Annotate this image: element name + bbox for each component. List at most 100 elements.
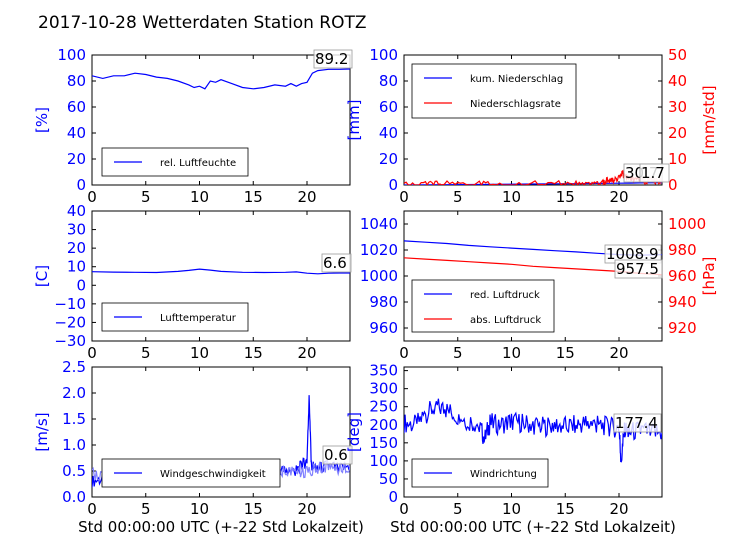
y-tick-label: 0 <box>76 176 86 194</box>
y-tick-label: 0 <box>388 488 398 506</box>
value-annotation-box <box>321 253 352 273</box>
y-tick-label: 1020 <box>360 241 398 259</box>
y-tick-label: 2.0 <box>62 384 86 402</box>
legend-label: Niederschlagsrate <box>470 99 561 110</box>
y2-tick-label: 920 <box>668 319 697 337</box>
x-tick-label: 5 <box>141 500 151 518</box>
x-tick-label: 20 <box>297 188 316 206</box>
y2-tick-label: 20 <box>668 124 687 142</box>
y2-axis-label: [mm/std] <box>700 85 718 154</box>
value-annotation: 1.7 <box>641 164 665 182</box>
legend-box <box>411 63 577 119</box>
y2-tick-label: 10 <box>668 150 687 168</box>
x-tick-label: 15 <box>244 500 263 518</box>
y-tick-label: 1.0 <box>62 436 86 454</box>
y-tick-label: −30 <box>54 332 86 350</box>
value-annotation: 177.4 <box>615 414 658 432</box>
chart-temperature: 0 5 10 15 20−30−20−10010203040[C]Lufttempera… <box>33 202 352 362</box>
value-annotation-box <box>639 163 670 183</box>
x-tick-label: 10 <box>502 500 521 518</box>
y-tick-label: 350 <box>369 362 398 380</box>
x-tick-label: 10 <box>190 188 209 206</box>
x-tick-label: 10 <box>190 344 209 362</box>
x-tick-label: 0 <box>87 188 97 206</box>
x-tick-label: 5 <box>453 188 463 206</box>
y-tick-label: 30 <box>67 221 86 239</box>
x-tick-label: 15 <box>556 188 575 206</box>
legend-label: kum. Niederschlag <box>470 74 563 85</box>
legend-label: Windgeschwindigkeit <box>160 469 266 480</box>
x-tick-label: 0 <box>87 344 97 362</box>
legend: kum. Niederschlag Niederschlagsrate <box>411 63 577 119</box>
legend: Windrichtung <box>411 458 549 488</box>
x-tick-label: 10 <box>502 344 521 362</box>
y2-tick-label: 940 <box>668 293 697 311</box>
y-tick-label: 150 <box>369 434 398 452</box>
legend-label: abs. Luftdruck <box>470 315 541 326</box>
legend: rel. Luftfeuchte <box>101 147 249 177</box>
y-axis-label: [%] <box>33 107 51 133</box>
y-tick-label: 60 <box>379 98 398 116</box>
y-tick-label: 80 <box>379 72 398 90</box>
x-tick-label: 0 <box>399 344 409 362</box>
legend-box <box>411 279 555 333</box>
y-tick-label: 300 <box>369 380 398 398</box>
y-tick-label: 0.0 <box>62 488 86 506</box>
y-tick-label: 0 <box>76 276 86 294</box>
x-axis-label: Std 00:00:00 UTC (+-22 Std Lokalzeit) <box>390 518 676 536</box>
y-tick-label: 100 <box>57 46 86 64</box>
legend: Lufttemperatur <box>101 302 249 332</box>
y2-tick-label: 980 <box>668 241 697 259</box>
value-annotation: 957.5 <box>616 260 659 278</box>
value-annotation: 0.6 <box>324 446 348 464</box>
y-tick-label: 0.5 <box>62 462 86 480</box>
value-annotation-box <box>613 413 662 433</box>
y2-axis-label: [hPa] <box>700 257 718 296</box>
x-tick-label: 10 <box>190 500 209 518</box>
value-annotation-box <box>313 49 353 69</box>
y-tick-label: 1040 <box>360 215 398 233</box>
y-tick-label: 960 <box>369 319 398 337</box>
y-tick-label: 10 <box>67 258 86 276</box>
value-annotation: 89.2 <box>315 50 348 68</box>
y-tick-label: 1.5 <box>62 410 86 428</box>
chart-precipitation: 0 5 10 15 20 0 20 40 60 80 100 [mm] 0 10 20 30 40 50 [mm/s… <box>345 46 718 206</box>
y2-tick-label: 40 <box>668 72 687 90</box>
y-tick-label: 100 <box>369 46 398 64</box>
y-tick-label: −10 <box>54 295 86 313</box>
y-tick-label: 1000 <box>360 267 398 285</box>
y-tick-label: 2.5 <box>62 358 86 376</box>
x-tick-label: 15 <box>244 344 263 362</box>
series-line-0 <box>92 268 350 275</box>
y-tick-label: 100 <box>369 452 398 470</box>
x-tick-label: 20 <box>609 188 628 206</box>
chart-humidity: 0 5 10 15 20 0 20 40 60 80 100 [%] rel. Luftfeuchte 8… <box>33 46 353 206</box>
x-tick-label: 20 <box>297 344 316 362</box>
x-tick-label: 0 <box>399 188 409 206</box>
y-axis-label: [m/s] <box>33 412 51 451</box>
value-annotation: 1008.9 <box>606 245 659 263</box>
y-tick-label: 20 <box>379 150 398 168</box>
series-line-0 <box>92 68 350 90</box>
y-tick-label: 20 <box>67 150 86 168</box>
x-tick-label: 20 <box>297 500 316 518</box>
legend-label: Lufttemperatur <box>160 313 237 324</box>
x-tick-label: 15 <box>556 500 575 518</box>
x-axis-label: Std 00:00:00 UTC (+-22 Std Lokalzeit) <box>78 518 364 536</box>
x-tick-label: 5 <box>453 500 463 518</box>
x-tick-label: 5 <box>453 344 463 362</box>
chart-wind-speed: 0 5 10 15 20 0.0 0.5 1.0 1.5 2.0 2.5 [m/s] Std 00:00… <box>33 358 364 536</box>
y-tick-label: 80 <box>67 72 86 90</box>
x-tick-label: 15 <box>244 188 263 206</box>
y2-tick-label: 0 <box>668 176 678 194</box>
value-annotation-box <box>322 445 353 465</box>
y-axis-label: [deg] <box>345 412 363 452</box>
y2-tick-label: 1000 <box>668 215 706 233</box>
x-tick-label: 0 <box>87 500 97 518</box>
y-tick-label: 40 <box>67 124 86 142</box>
x-tick-label: 10 <box>502 188 521 206</box>
x-tick-label: 5 <box>141 188 151 206</box>
